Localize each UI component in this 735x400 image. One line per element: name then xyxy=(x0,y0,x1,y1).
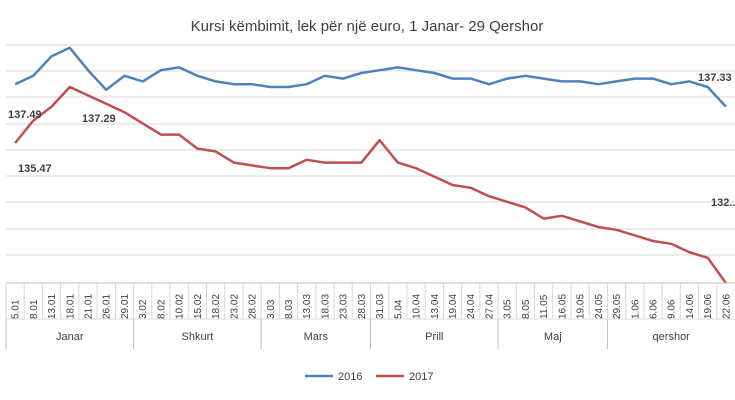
x-tick-label: 29.05 xyxy=(612,294,623,319)
month-label: Janar xyxy=(56,331,84,343)
x-tick-label: 8.05 xyxy=(521,299,532,319)
x-tick-label: 16.05 xyxy=(557,294,568,319)
x-tick-label: 27.04 xyxy=(485,294,496,319)
x-tick-label: 24.04 xyxy=(466,294,477,319)
x-tick-label: 19.06 xyxy=(703,294,714,319)
x-tick-label: 29.01 xyxy=(120,294,131,319)
x-tick-label: 11.05 xyxy=(539,294,550,319)
x-tick-label: 28.03 xyxy=(357,294,368,319)
x-tick-label: 8.01 xyxy=(29,299,40,319)
x-tick-label: 22.06 xyxy=(721,294,732,319)
x-tick-label: 23.03 xyxy=(339,294,350,319)
data-label-2016-start: 137.49 xyxy=(8,109,42,121)
x-tick-label: 8.02 xyxy=(156,299,167,319)
month-label: Mars xyxy=(304,331,329,343)
x-tick-label: 18.03 xyxy=(320,294,331,319)
x-tick-label: 5.01 xyxy=(11,299,22,319)
legend: 2016 2017 xyxy=(305,371,433,383)
x-tick-label: 1.06 xyxy=(630,299,641,319)
x-tick-label: 28.02 xyxy=(248,294,259,319)
data-label-2016-end: 137.33 xyxy=(698,72,732,84)
data-label-2017-start: 135.47 xyxy=(18,163,52,175)
month-label: qershor xyxy=(653,331,691,343)
chart-title: Kursi këmbimit, lek për një euro, 1 Jana… xyxy=(191,18,544,35)
x-tick-label: 9.06 xyxy=(667,299,678,319)
x-tick-label: 10.02 xyxy=(175,294,186,319)
x-axis: 5.01 8.01 13.01 18.01 21.01 26.01 29.01 3.02 8.0… xyxy=(5,282,735,349)
x-tick-label: 31.03 xyxy=(375,294,386,319)
x-tick-label: 13.04 xyxy=(430,294,441,319)
month-label: Maj xyxy=(544,331,562,343)
x-tick-label: 3.05 xyxy=(503,299,514,319)
x-tick-label: 19.05 xyxy=(576,294,587,319)
x-tick-label: 18.02 xyxy=(211,294,222,319)
data-label-2017-end: 132.. xyxy=(711,197,735,209)
series-line-2017 xyxy=(14,85,727,284)
x-tick-label: 19.04 xyxy=(448,294,459,319)
legend-label-2016: 2016 xyxy=(338,371,362,383)
legend-label-2017: 2017 xyxy=(409,371,433,383)
x-tick-label: 26.01 xyxy=(102,294,113,319)
x-tick-label: 21.01 xyxy=(84,294,95,319)
x-tick-label: 13.01 xyxy=(47,294,58,319)
month-label: Prill xyxy=(425,331,443,343)
x-tick-label: 18.01 xyxy=(65,294,76,319)
x-tick-label: 14.06 xyxy=(685,294,696,319)
x-tick-label: 6.06 xyxy=(649,299,660,319)
x-tick-label: 5.04 xyxy=(393,299,404,319)
x-tick-label: 8.03 xyxy=(284,299,295,319)
x-tick-label: 15.02 xyxy=(193,294,204,319)
x-tick-label: 10.04 xyxy=(412,294,423,319)
data-label-2016-peak: 137.29 xyxy=(82,113,116,125)
x-tick-label: 3.03 xyxy=(266,299,277,319)
x-tick-label: 24.05 xyxy=(594,294,605,319)
month-label: Shkurt xyxy=(182,331,214,343)
x-tick-label: 23.02 xyxy=(229,294,240,319)
x-tick-label: 13.03 xyxy=(302,294,313,319)
data-labels: 137.49 137.29 137.33 135.47 132.. xyxy=(8,72,735,209)
x-tick-label: 3.02 xyxy=(138,299,149,319)
series-line-2016 xyxy=(14,46,727,108)
series-lines xyxy=(14,46,727,284)
